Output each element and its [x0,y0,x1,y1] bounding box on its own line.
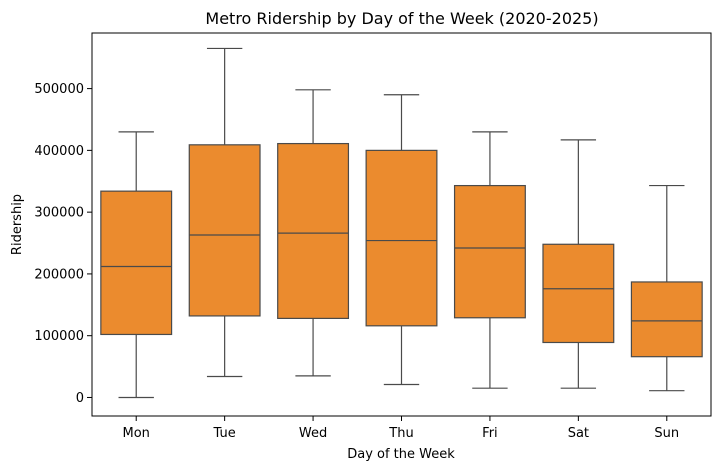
y-tick-label: 0 [76,391,84,406]
plot-area: 0 100000 200000 300000 400000 500000 Mon Tue Wed… [34,47,703,441]
y-tick-label: 200000 [34,267,84,282]
y-axis-title: Ridership [10,194,25,255]
box-fri [453,184,526,319]
x-tick-label: Mon [123,426,150,441]
x-tick-label: Sun [654,426,679,441]
x-tick-label: Thu [388,426,413,441]
box-tue [188,144,261,317]
y-tick-label: 100000 [34,329,84,344]
x-tick-label: Wed [299,426,327,441]
y-tick-label: 400000 [34,144,84,159]
x-tick-label: Fri [482,426,498,441]
y-tick-label: 500000 [34,82,84,97]
chart-title: Metro Ridership by Day of the Week (2020… [205,9,598,28]
box-thu [365,149,438,327]
x-tick-label: Sat [568,426,589,441]
x-axis-title: Day of the Week [347,447,455,462]
x-tick-label: Tue [213,426,236,441]
y-tick-label: 300000 [34,206,84,221]
plot-frame [91,32,712,417]
box-mon [100,190,173,336]
box-wed [277,142,350,319]
box-sun [630,281,703,358]
box-sat [542,243,615,344]
